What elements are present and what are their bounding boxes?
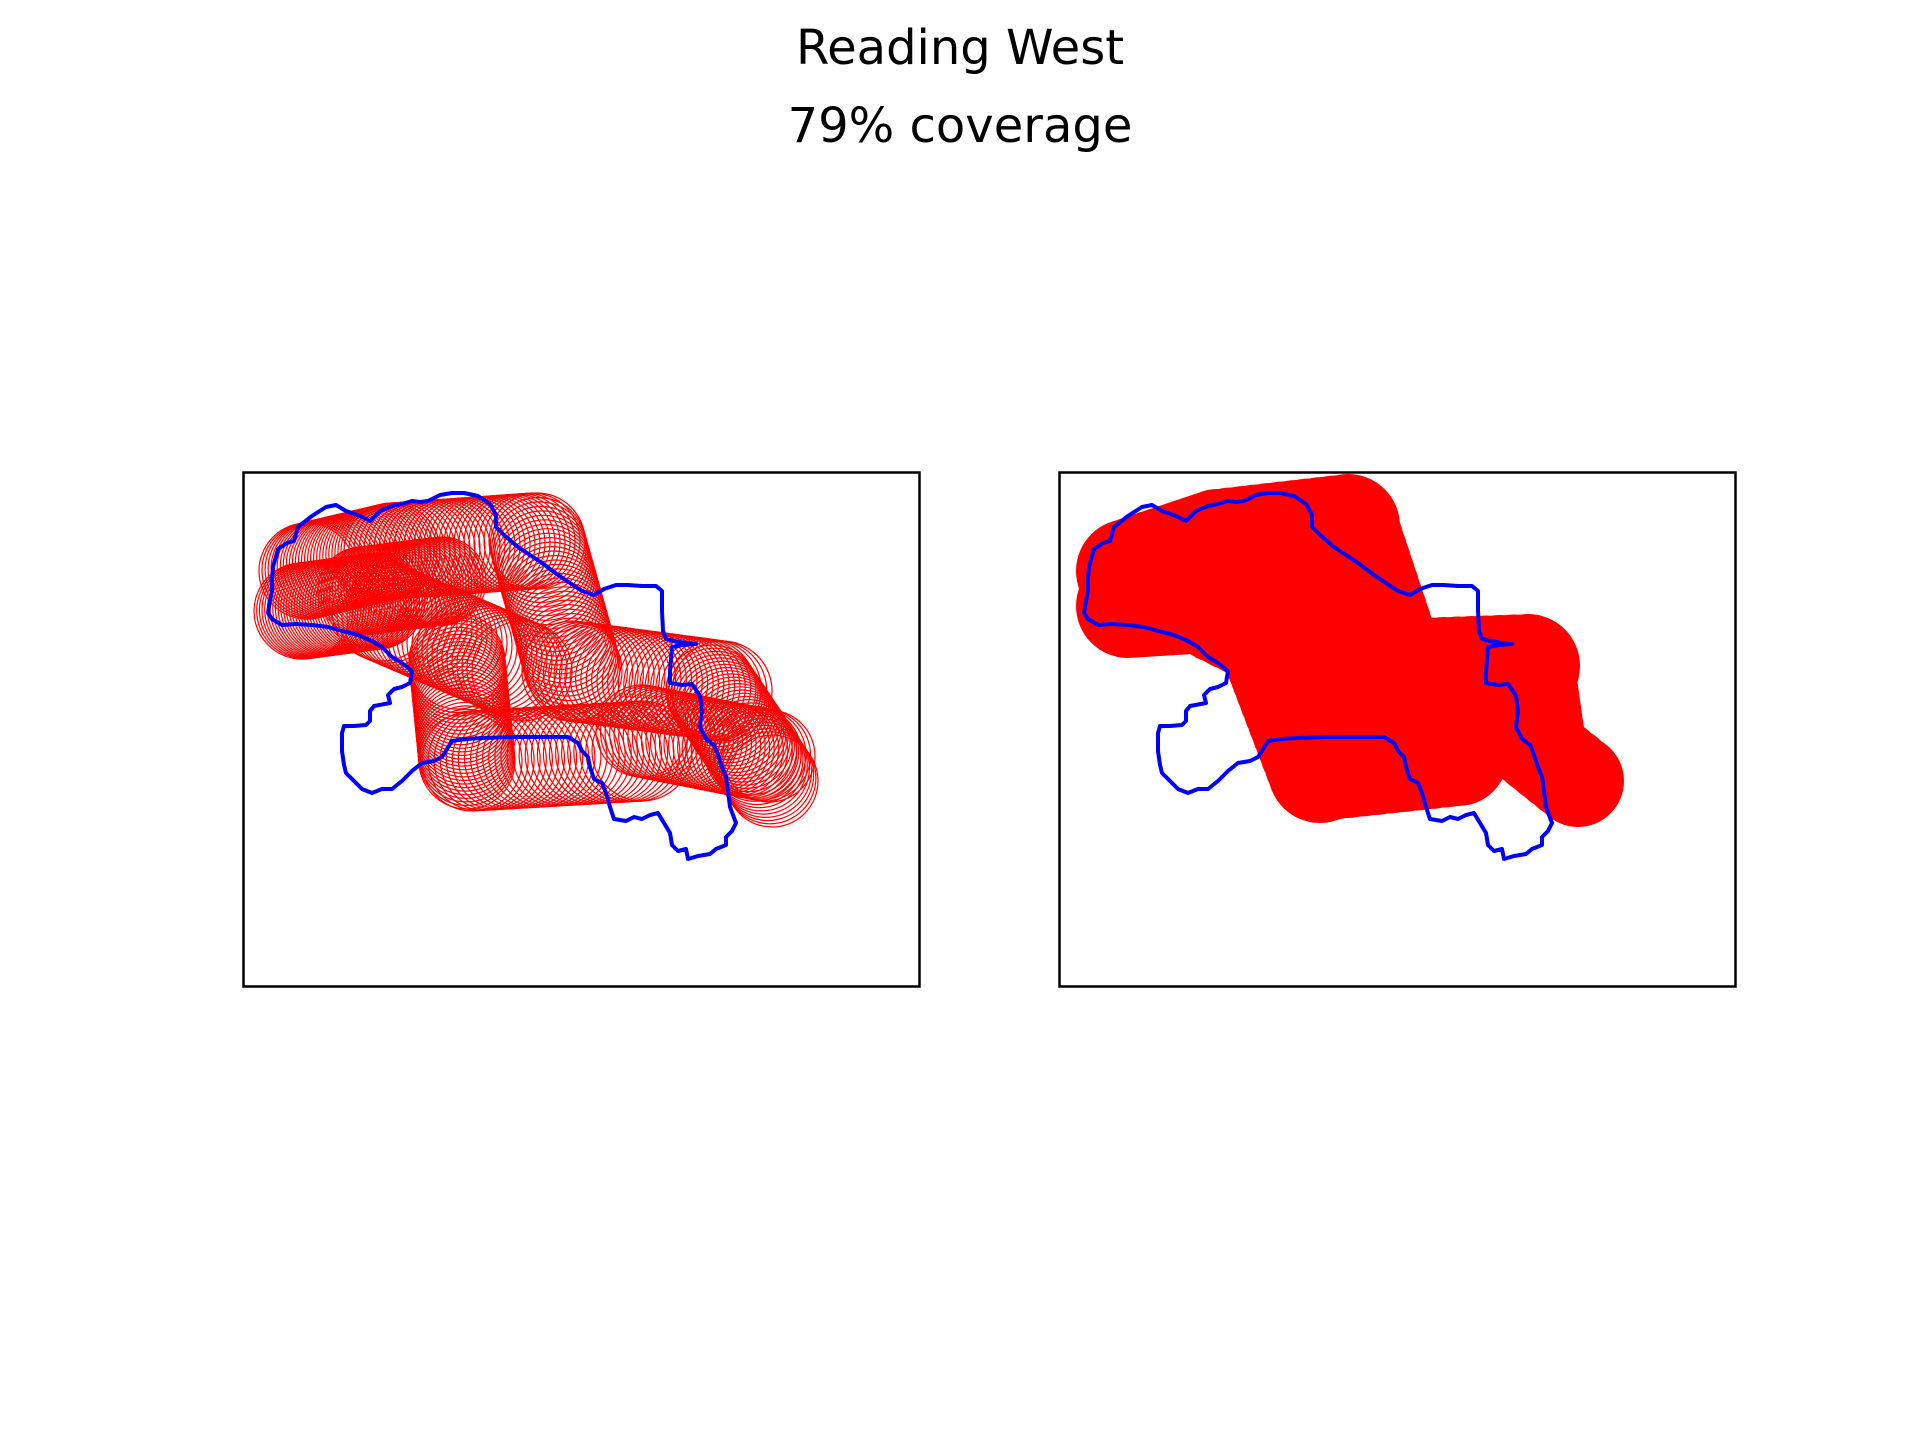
map-panel-filled: [1058, 471, 1737, 988]
coverage-circle-278: [701, 699, 795, 793]
coverage-circle-281: [708, 708, 802, 802]
map-outlines-svg: [242, 471, 921, 988]
coverage-circle-279: [704, 702, 798, 796]
coverage-circle-104: [509, 568, 607, 666]
coverage-circle-284: [714, 718, 808, 812]
coverage-circle-282: [710, 711, 804, 806]
constituency-boundary: [1082, 491, 1554, 861]
coverage-circle-280: [706, 705, 800, 799]
map-filled-svg: [1058, 471, 1737, 988]
coverage-circle-277: [699, 695, 793, 789]
coverage-circle-208: [548, 624, 650, 726]
constituency-boundary: [266, 491, 738, 861]
panel-frame: [1058, 471, 1737, 988]
coverage-circle-272: [689, 679, 783, 773]
coverage-circle-283: [712, 715, 806, 809]
coverage-circle-288: [723, 731, 817, 825]
coverage-circle-318: [397, 536, 487, 626]
coverage-circle-286: [718, 724, 813, 818]
map-panel-outlines: [242, 471, 921, 988]
coverage-disc-120: [1248, 571, 1368, 691]
coverage-circle-112: [519, 604, 617, 702]
coverage-disc-109: [1492, 685, 1584, 777]
figure-title: Reading West: [795, 20, 1125, 76]
coverage-circle-210: [558, 625, 661, 727]
coverage-subtitle: 79% coverage: [787, 98, 1133, 154]
coverage-circle-287: [721, 728, 815, 822]
coverage-circle-138: [441, 607, 543, 709]
coverage-circles-outlines: [253, 492, 819, 828]
coverage-circle-285: [716, 721, 811, 815]
panel-frame: [242, 471, 921, 988]
